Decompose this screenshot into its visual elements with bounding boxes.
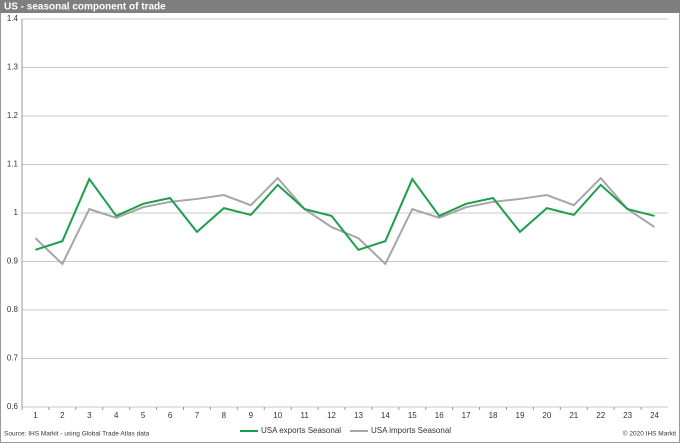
y-tick-label: 1.1	[7, 160, 19, 169]
x-tick-label: 16	[435, 411, 444, 420]
x-tick-label: 18	[489, 411, 498, 420]
x-tick-label: 15	[408, 411, 417, 420]
x-tick-label: 23	[623, 411, 632, 420]
x-tick-label: 19	[516, 411, 525, 420]
x-tick-label: 13	[354, 411, 363, 420]
legend-label: USA imports Seasonal	[371, 426, 451, 435]
y-tick-label: 0.8	[7, 305, 19, 314]
y-tick-label: 1.3	[7, 63, 19, 72]
x-tick-label: 5	[141, 411, 146, 420]
chart-title: US - seasonal component of trade	[4, 2, 166, 13]
x-tick-label: 7	[195, 411, 200, 420]
x-tick-label: 4	[114, 411, 119, 420]
x-tick-label: 17	[462, 411, 471, 420]
legend-label: USA exports Seasonal	[261, 426, 341, 435]
y-tick-label: 1	[14, 208, 19, 217]
copyright: © 2020 IHS Markit	[623, 430, 676, 438]
x-tick-label: 11	[300, 411, 309, 420]
source: Source: IHS Markit - using Global Trade …	[4, 431, 150, 438]
y-tick-label: 0.7	[7, 354, 19, 363]
y-tick-label: 0.6	[7, 402, 19, 411]
title-bar	[0, 0, 680, 13]
x-tick-label: 20	[542, 411, 551, 420]
x-tick-label: 22	[596, 411, 605, 420]
x-tick-label: 8	[222, 411, 227, 420]
x-tick-label: 14	[381, 411, 390, 420]
series-line	[35, 177, 655, 252]
y-tick-label: 1.4	[7, 14, 19, 23]
x-tick-label: 9	[249, 411, 254, 420]
y-tick-label: 0.9	[7, 257, 19, 266]
x-tick-label: 10	[273, 411, 282, 420]
x-tick-label: 6	[168, 411, 173, 420]
x-tick-label: 1	[33, 411, 38, 420]
x-tick-label: 21	[569, 411, 578, 420]
x-tick-label: 3	[87, 411, 92, 420]
x-tick-label: 24	[650, 411, 659, 420]
y-tick-label: 1.2	[7, 111, 19, 120]
x-tick-label: 12	[327, 411, 336, 420]
x-tick-label: 2	[60, 411, 65, 420]
